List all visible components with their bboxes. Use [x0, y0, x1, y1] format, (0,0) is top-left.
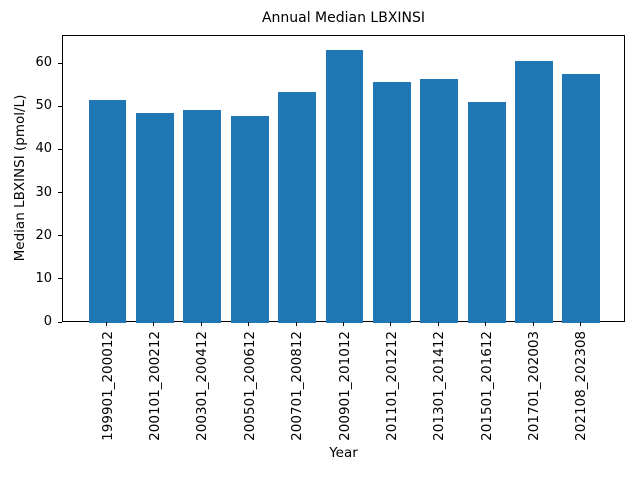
y-tick-label: 40: [35, 141, 52, 157]
x-tick-mark: [295, 322, 297, 326]
bar: [88, 99, 127, 323]
x-tick-mark: [153, 322, 155, 326]
y-tick-label: 0: [43, 314, 52, 329]
y-tick-mark: [58, 105, 62, 107]
bar: [278, 91, 317, 323]
bar: [372, 81, 411, 323]
y-tick-label: 30: [35, 184, 52, 200]
chart-title: Annual Median LBXINSI: [261, 10, 426, 26]
x-tick-mark: [485, 322, 487, 326]
x-axis-label: Year: [329, 445, 358, 461]
bar: [562, 73, 601, 323]
bar: [230, 116, 269, 323]
bar: [183, 109, 222, 323]
x-tick-mark: [532, 322, 534, 326]
bar: [325, 49, 364, 323]
bar: [420, 78, 459, 323]
x-tick-mark: [106, 322, 108, 326]
x-tick-mark: [343, 322, 344, 326]
x-tick-mark: [390, 322, 392, 326]
y-tick-label: 50: [35, 98, 52, 114]
bar: [467, 102, 506, 323]
y-tick-mark: [58, 148, 62, 150]
y-tick-mark: [58, 235, 62, 237]
y-tick-mark: [58, 192, 62, 194]
bar: [515, 60, 553, 323]
y-tick-label: 20: [35, 227, 52, 243]
y-tick-mark: [58, 278, 62, 280]
plot-area: [62, 35, 625, 323]
y-tick-mark: [58, 321, 62, 323]
x-tick-mark: [579, 322, 581, 326]
y-tick-label: 10: [35, 270, 52, 286]
y-tick-label: 60: [35, 55, 52, 71]
y-tick-mark: [58, 62, 62, 64]
x-tick-mark: [200, 322, 202, 326]
x-tick-mark: [248, 322, 250, 326]
bar: [135, 113, 174, 323]
x-tick-mark: [437, 322, 439, 326]
